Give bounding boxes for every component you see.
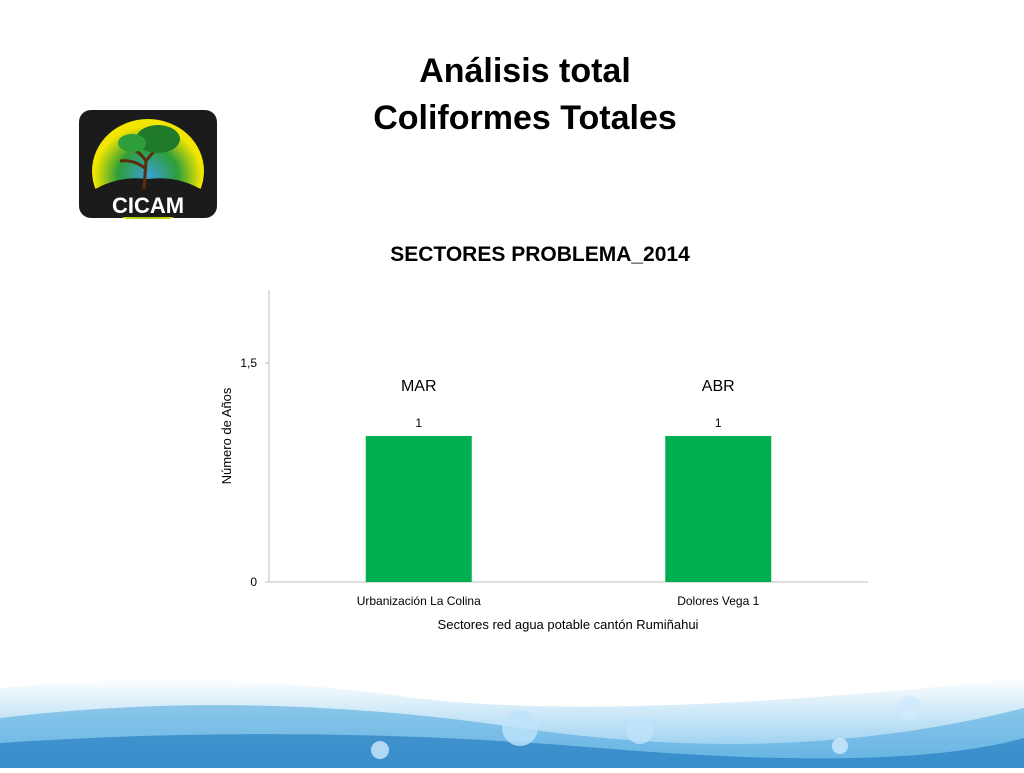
logo-text: CICAM — [112, 193, 184, 218]
x-axis-title: Sectores red agua potable cantón Rumiñah… — [438, 617, 699, 632]
water-decoration-banner — [0, 668, 1024, 768]
bar-annotation: ABR — [702, 378, 735, 395]
y-tick-label: 0 — [250, 575, 257, 589]
x-tick-label: Dolores Vega 1 — [677, 594, 759, 608]
cicam-logo: CICAM — [78, 109, 218, 223]
y-axis-title: Número de Años — [219, 387, 234, 484]
slide-title: Análisis total Coliformes Totales — [0, 48, 1024, 142]
x-tick-label: Urbanización La Colina — [357, 594, 481, 608]
data-label: 1 — [715, 416, 722, 430]
slide-title-line-1: Análisis total — [419, 52, 631, 90]
y-tick-label: 1,5 — [240, 356, 257, 370]
bar — [665, 436, 772, 582]
chart-title: SECTORES PROBLEMA_2014 — [390, 243, 690, 266]
bar — [365, 436, 472, 582]
data-label: 1 — [415, 416, 422, 430]
bar-annotation: MAR — [401, 378, 437, 395]
slide-title-line-2: Coliformes Totales — [373, 99, 677, 137]
